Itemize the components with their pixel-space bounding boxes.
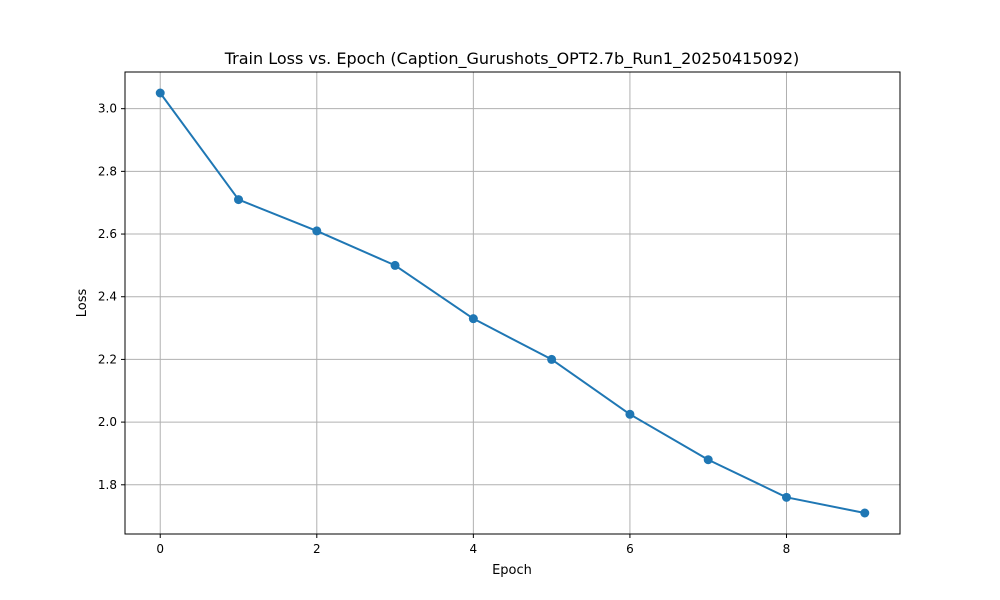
grid-lines — [125, 72, 900, 534]
series-layer — [155, 88, 870, 518]
x-tick-label: 6 — [626, 542, 634, 556]
x-axis-label: Epoch — [492, 563, 532, 578]
x-tick-label: 4 — [470, 542, 478, 556]
data-point — [312, 226, 322, 236]
x-tick-label: 8 — [783, 542, 791, 556]
chart-title: Train Loss vs. Epoch (Caption_Gurushots_… — [224, 49, 800, 69]
y-tick-label: 2.8 — [98, 164, 117, 178]
x-tick-label: 0 — [156, 542, 164, 556]
data-point — [234, 195, 244, 205]
y-tick-label: 2.4 — [98, 290, 117, 304]
y-axis-label: Loss — [75, 289, 90, 318]
data-point — [468, 314, 478, 324]
data-point — [703, 455, 713, 465]
x-tick-label: 2 — [313, 542, 321, 556]
plot-frame — [124, 71, 901, 535]
data-point — [781, 492, 791, 502]
y-tick-label: 1.8 — [98, 478, 117, 492]
y-tick-label: 2.2 — [98, 352, 117, 366]
data-point — [390, 260, 400, 270]
y-tick-label: 2.0 — [98, 415, 117, 429]
y-tick-label: 3.0 — [98, 102, 117, 116]
series-line — [159, 92, 865, 514]
data-point — [625, 409, 635, 419]
data-point — [860, 508, 870, 518]
axis-ticks: 0 2 4 6 8 1.8 2.0 2.2 2.4 2.6 2.8 3.0 — [98, 102, 790, 556]
data-point — [155, 88, 165, 98]
data-point — [547, 354, 557, 364]
y-tick-label: 2.6 — [98, 227, 117, 241]
